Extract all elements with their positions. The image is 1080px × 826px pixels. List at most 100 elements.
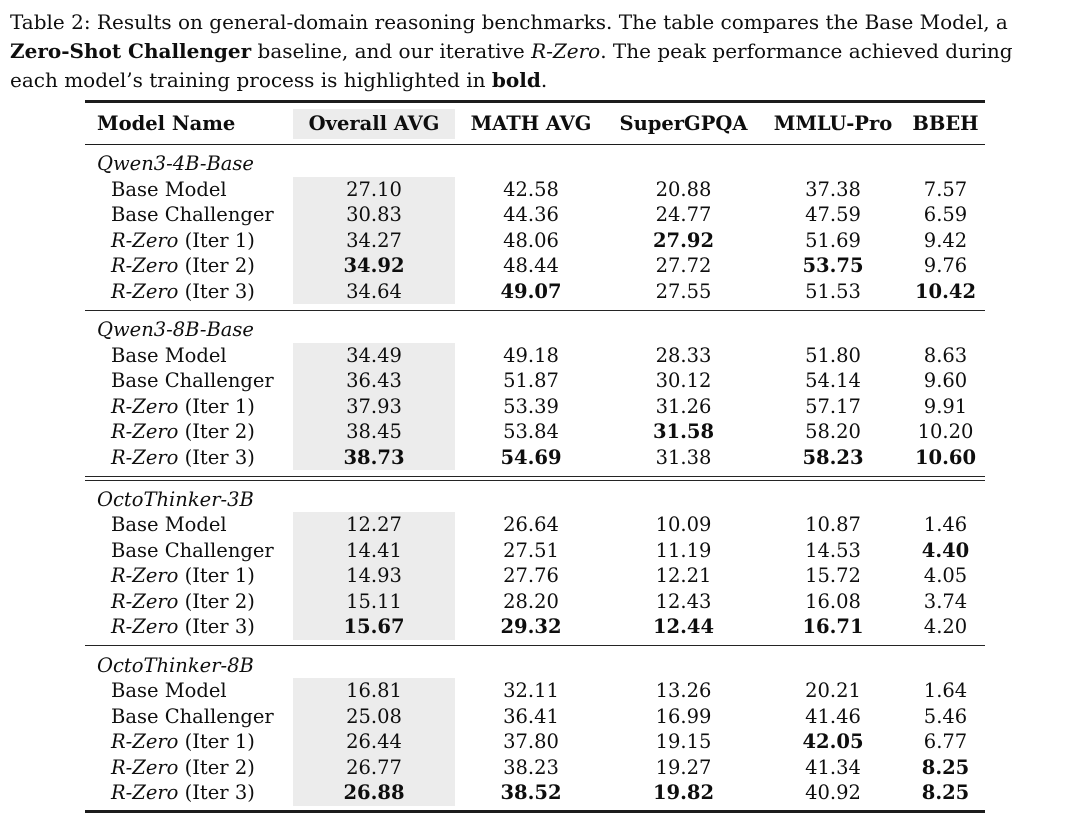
table-row: Base Challenger 14.41 27.51 11.19 14.53 4.40 (85, 537, 985, 563)
header-row: Model Name Overall AVG MATH AVG SuperGPQ… (85, 101, 985, 145)
metric-value: 10.87 (805, 513, 861, 537)
text-segment: R-Zero (111, 755, 179, 779)
text-segment: (Iter 1) (178, 228, 255, 252)
metric-value: 30.12 (655, 369, 712, 393)
text-segment: (Iter 1) (178, 564, 255, 588)
overall-avg-value: 26.44 (293, 729, 455, 755)
row-label: R-Zero (Iter 1) (85, 729, 293, 755)
metric-value: 48.44 (503, 254, 559, 278)
text-segment: Base Model (111, 177, 227, 201)
group-name: Qwen3-8B-Base (97, 318, 254, 341)
metric-value: 24.77 (655, 203, 712, 227)
text-segment: (Iter 1) (178, 394, 255, 418)
metric-value: 8.25 (921, 755, 970, 779)
metric-value: 10.09 (655, 513, 712, 537)
overall-avg-value: 37.93 (293, 393, 455, 419)
table-row: R-Zero (Iter 1) 37.93 53.39 31.26 57.17 9.91 (85, 393, 985, 420)
table-body: Qwen3-4B-Base Base Model 27.10 42.58 20.88 37… (85, 145, 985, 812)
metric-value: 19.82 (652, 781, 715, 805)
group-name-row: Qwen3-4B-Base (85, 145, 985, 177)
text-segment: (Iter 3) (178, 445, 255, 469)
metric-value: 5.46 (923, 704, 968, 728)
text-segment: bold (491, 68, 541, 92)
metric-value: 6.77 (923, 730, 968, 754)
metric-value: 10.20 (917, 420, 974, 444)
metric-value: 36.41 (503, 704, 559, 728)
overall-avg-value: 26.77 (293, 754, 455, 780)
metric-value: 58.20 (805, 420, 861, 444)
table-row: R-Zero (Iter 2) 34.92 48.44 27.72 53.75 9.76 (85, 253, 985, 279)
group-separator-double (85, 475, 985, 481)
overall-avg-value: 36.43 (293, 368, 455, 394)
metric-value: 11.19 (655, 538, 712, 562)
row-label: R-Zero (Iter 2) (85, 755, 293, 781)
group-gap (85, 805, 985, 812)
text-segment: (Iter 1) (178, 730, 255, 754)
caption-line: each model’s training process is highlig… (10, 66, 1074, 95)
text-segment: R-Zero (111, 589, 179, 613)
row-label: R-Zero (Iter 3) (85, 614, 293, 640)
metric-value: 31.38 (655, 445, 712, 469)
metric-value: 9.60 (923, 369, 968, 393)
metric-value: 27.72 (655, 254, 712, 278)
table-row: R-Zero (Iter 1) 34.27 48.06 27.92 51.69 9.42 (85, 227, 985, 253)
metric-value: 20.21 (805, 679, 861, 703)
metric-value: 58.23 (802, 445, 864, 469)
row-label: Base Model (85, 678, 293, 704)
group-name-row: Qwen3-8B-Base (85, 311, 985, 343)
text-segment: R-Zero (111, 781, 179, 805)
text-segment: (Iter 3) (178, 279, 255, 303)
metric-value: 1.46 (923, 513, 968, 537)
row-label: R-Zero (Iter 2) (85, 419, 293, 445)
text-segment: R-Zero (111, 394, 179, 418)
metric-value: 19.15 (655, 730, 712, 754)
metric-value: 27.76 (503, 564, 559, 588)
table-row: Base Challenger 25.08 36.41 16.99 41.46 5.46 (85, 703, 985, 729)
metric-value: 41.34 (805, 755, 861, 779)
row-label: Base Model (85, 177, 293, 203)
table-row: R-Zero (Iter 1) 26.44 37.80 19.15 42.05 6.77 (85, 729, 985, 755)
table-row: R-Zero (Iter 3) 38.73 54.69 31.38 58.23 10.60 (85, 444, 985, 470)
text-segment: (Iter 3) (178, 781, 255, 805)
metric-value: 27.55 (655, 279, 712, 303)
row-label: R-Zero (Iter 1) (85, 394, 293, 420)
metric-value: 53.75 (802, 254, 864, 278)
text-segment: (Iter 2) (178, 254, 255, 278)
metric-value: 10.60 (914, 445, 977, 469)
metric-value: 38.23 (503, 755, 559, 779)
overall-avg-value: 15.67 (293, 614, 455, 640)
col-header-mmlu-pro: MMLU-Pro (760, 101, 906, 145)
metric-value: 51.87 (503, 369, 559, 393)
metric-value: 4.40 (921, 538, 970, 562)
metric-value: 53.84 (503, 420, 559, 444)
overall-avg-value: 38.73 (293, 444, 455, 470)
metric-value: 12.43 (655, 589, 712, 613)
metric-value: 16.99 (655, 704, 712, 728)
text-segment: R-Zero (111, 564, 179, 588)
text-segment: Base Challenger (111, 203, 274, 227)
text-segment: Base Model (111, 513, 227, 537)
table-row: Base Challenger 36.43 51.87 30.12 54.14 9.60 (85, 368, 985, 394)
row-label: R-Zero (Iter 2) (85, 253, 293, 279)
metric-value: 3.74 (923, 589, 968, 613)
overall-avg-value: 16.81 (293, 678, 455, 704)
group-gap (85, 470, 985, 476)
group-name: OctoThinker-3B (97, 487, 254, 511)
metric-value: 42.05 (802, 730, 864, 754)
metric-value: 37.38 (805, 177, 861, 201)
metric-value: 16.08 (805, 589, 861, 613)
overall-avg-value: 34.49 (293, 342, 455, 368)
text-segment: R-Zero (111, 254, 179, 278)
text-segment: each model’s training process is highlig… (10, 68, 492, 92)
results-table: Model Name Overall AVG MATH AVG SuperGPQ… (85, 100, 985, 813)
metric-value: 57.17 (805, 394, 861, 418)
col-header-model-name: Model Name (85, 101, 293, 145)
metric-value: 41.46 (805, 704, 861, 728)
metric-value: 8.25 (921, 781, 970, 805)
group-separator-single (85, 645, 985, 646)
metric-value: 9.76 (923, 254, 968, 278)
metric-value: 27.51 (503, 538, 559, 562)
metric-value: 54.14 (805, 369, 861, 393)
metric-value: 16.71 (802, 615, 864, 639)
text-segment: Base Challenger (111, 369, 274, 393)
